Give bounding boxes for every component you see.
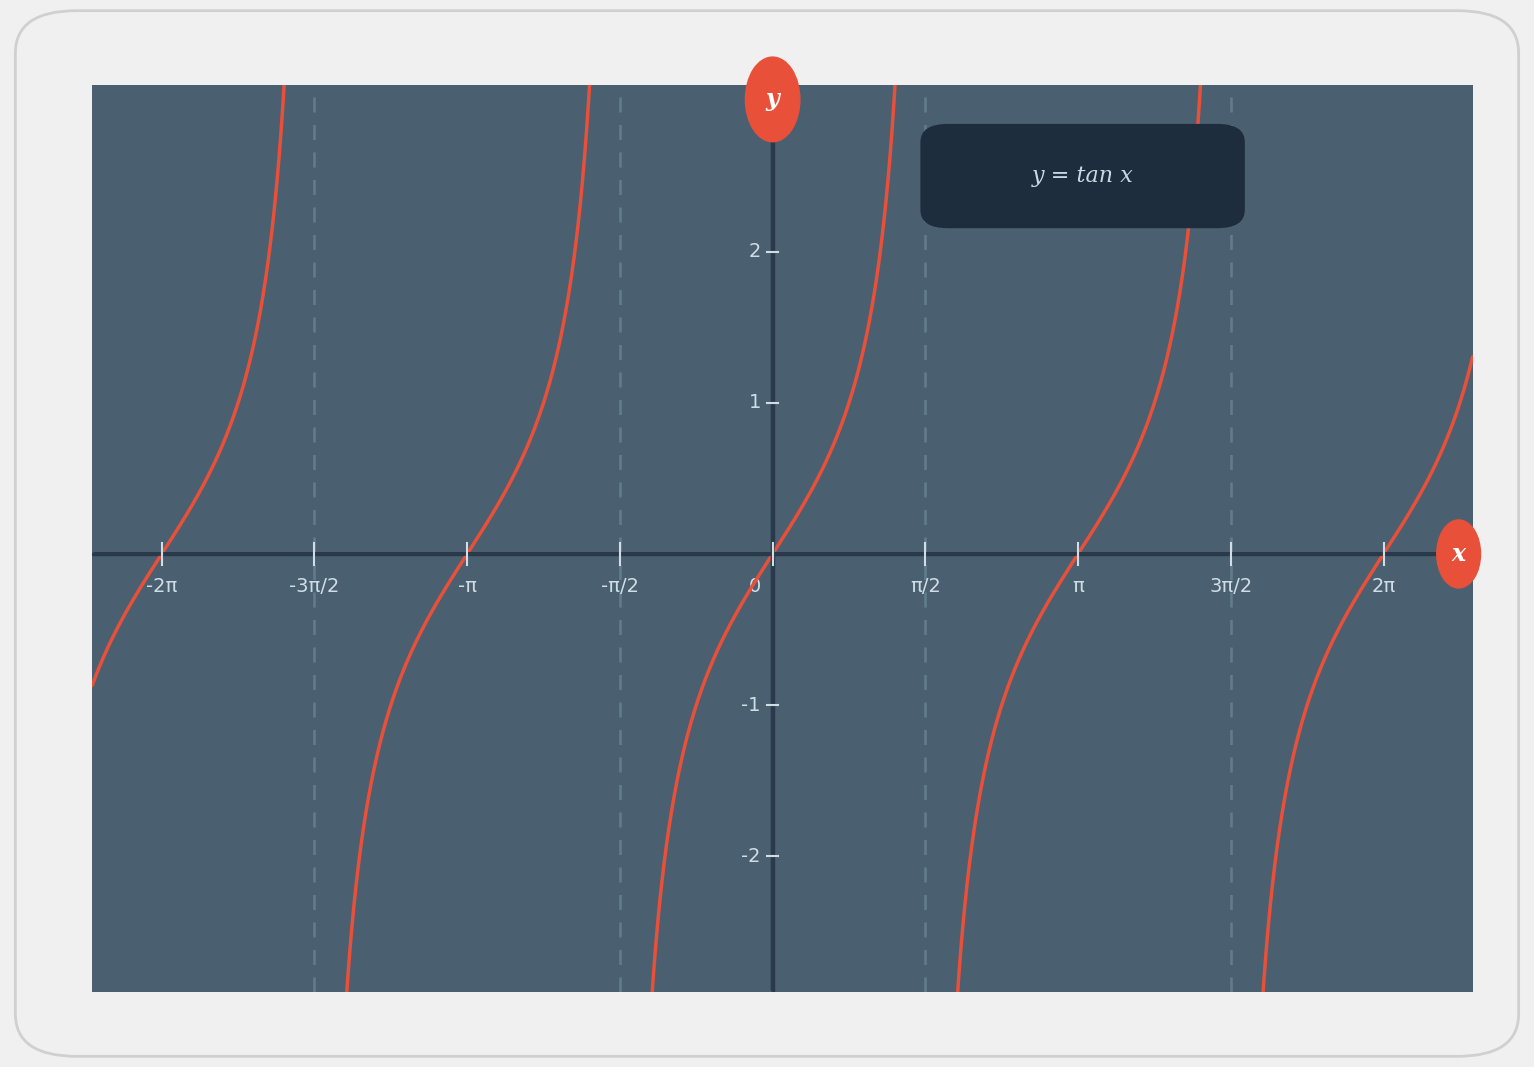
Text: 2π: 2π <box>1371 576 1396 595</box>
Text: -π: -π <box>457 576 477 595</box>
Text: 0: 0 <box>749 576 761 595</box>
Text: y = tan x: y = tan x <box>1032 165 1134 187</box>
Text: y: y <box>765 87 779 111</box>
Text: -2: -2 <box>741 847 761 865</box>
FancyBboxPatch shape <box>920 124 1244 228</box>
Text: x: x <box>1451 542 1465 566</box>
Text: -1: -1 <box>741 696 761 715</box>
Text: 1: 1 <box>749 394 761 412</box>
Text: 2: 2 <box>749 242 761 261</box>
Text: -π/2: -π/2 <box>601 576 638 595</box>
Text: π/2: π/2 <box>910 576 940 595</box>
Circle shape <box>746 58 799 142</box>
Circle shape <box>1437 520 1480 588</box>
Text: π: π <box>1072 576 1085 595</box>
Text: -2π: -2π <box>146 576 178 595</box>
Text: 3π/2: 3π/2 <box>1209 576 1252 595</box>
Text: -3π/2: -3π/2 <box>290 576 339 595</box>
